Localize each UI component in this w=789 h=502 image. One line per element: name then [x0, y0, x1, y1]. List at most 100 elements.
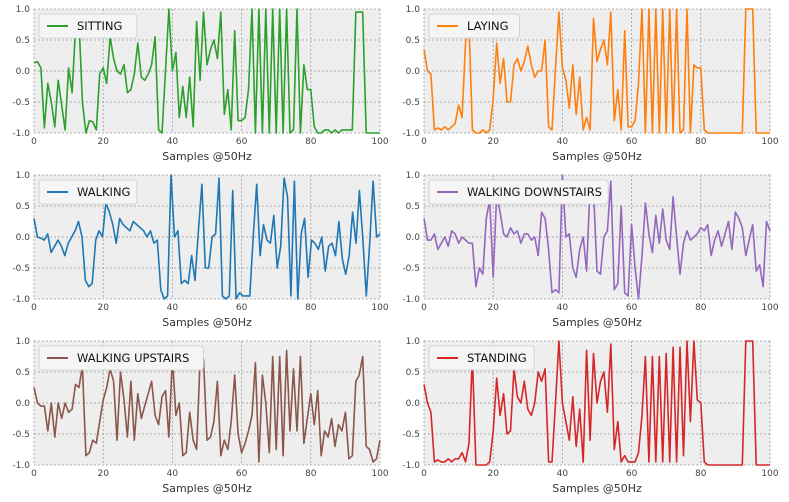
y-tick-label: -0.5	[402, 98, 420, 108]
x-tick-label: 40	[557, 469, 569, 479]
x-tick-label: 60	[236, 469, 248, 479]
legend: STANDING	[428, 345, 535, 371]
y-tick-label: 0.5	[406, 202, 420, 212]
x-tick-label: 20	[487, 469, 499, 479]
y-tick-label: -1.0	[12, 461, 30, 471]
x-tick-label: 40	[167, 303, 179, 313]
x-tick-label: 80	[305, 469, 317, 479]
x-tick-label: 0	[31, 137, 37, 147]
chart-panel: 0 20 40 60 80 100 -1.0 -0.5 0.0 0.5 1.0 Samples @50…	[402, 5, 778, 163]
x-tick-label: 20	[487, 303, 499, 313]
chart-panel: 0 20 40 60 80 100 -1.0 -0.5 0.0 0.5 1.0 Samples @50…	[402, 171, 778, 329]
legend: LAYING	[428, 13, 520, 39]
x-tick-label: 60	[626, 137, 638, 147]
x-tick-label: 40	[557, 137, 569, 147]
legend: WALKING DOWNSTAIRS	[428, 179, 609, 205]
x-tick-label: 0	[31, 469, 37, 479]
x-tick-label: 60	[236, 137, 248, 147]
x-axis-label: Samples @50Hz	[552, 482, 642, 495]
legend-label: WALKING DOWNSTAIRS	[467, 185, 602, 199]
legend-label: STANDING	[467, 351, 527, 365]
series-line	[423, 174, 771, 300]
y-tick-label: -1.0	[12, 295, 30, 305]
x-tick-label: 0	[421, 137, 427, 147]
x-axis-label: Samples @50Hz	[552, 316, 642, 329]
x-tick-label: 100	[371, 303, 388, 313]
chart-panel: 0 20 40 60 80 100 -1.0 -0.5 0.0 0.5 1.0 Samples @50…	[402, 337, 778, 495]
legend-box	[38, 13, 138, 39]
x-axis-label: Samples @50Hz	[162, 150, 252, 163]
legend: WALKING UPSTAIRS	[38, 345, 204, 371]
x-axis-label: Samples @50Hz	[552, 150, 642, 163]
legend: WALKING	[38, 179, 138, 205]
x-axis-label: Samples @50Hz	[162, 316, 252, 329]
legend-box	[428, 179, 609, 205]
y-tick-label: 0.0	[16, 67, 31, 77]
x-axis-label: Samples @50Hz	[162, 482, 252, 495]
y-tick-label: 0.5	[406, 368, 420, 378]
x-tick-label: 80	[695, 303, 707, 313]
x-tick-label: 100	[371, 137, 388, 147]
y-tick-label: 0.0	[406, 67, 421, 77]
x-tick-label: 40	[167, 469, 179, 479]
y-tick-label: -1.0	[402, 461, 420, 471]
x-tick-label: 80	[305, 137, 317, 147]
y-tick-label: -0.5	[402, 264, 420, 274]
x-tick-label: 60	[626, 469, 638, 479]
y-tick-label: 0.5	[16, 202, 30, 212]
series-line	[423, 340, 770, 466]
y-tick-label: 1.0	[16, 5, 31, 15]
y-tick-label: 0.0	[16, 233, 31, 243]
legend-box	[428, 13, 520, 39]
legend: SITTING	[38, 13, 138, 39]
x-tick-label: 0	[31, 303, 37, 313]
y-tick-label: 0.5	[406, 36, 420, 46]
legend-box	[38, 345, 204, 371]
x-tick-label: 60	[236, 303, 248, 313]
x-tick-label: 80	[695, 137, 707, 147]
legend-box	[428, 345, 535, 371]
y-tick-label: -0.5	[12, 430, 30, 440]
x-tick-label: 80	[305, 303, 317, 313]
x-tick-label: 0	[421, 303, 427, 313]
legend-label: WALKING	[77, 185, 130, 199]
legend-box	[38, 179, 138, 205]
y-tick-label: 1.0	[16, 171, 31, 181]
series-line	[33, 349, 381, 463]
x-tick-label: 20	[487, 137, 499, 147]
x-tick-label: 40	[557, 303, 569, 313]
x-tick-label: 100	[371, 469, 388, 479]
y-tick-label: -0.5	[12, 98, 30, 108]
y-tick-label: -1.0	[402, 295, 420, 305]
x-tick-label: 80	[695, 469, 707, 479]
series-line	[423, 8, 770, 134]
x-tick-label: 20	[97, 469, 109, 479]
y-tick-label: -1.0	[12, 129, 30, 139]
x-tick-label: 20	[97, 303, 109, 313]
legend-label: LAYING	[467, 19, 509, 33]
x-tick-label: 100	[761, 137, 778, 147]
y-tick-label: 0.5	[16, 368, 30, 378]
chart-panel: 0 20 40 60 80 100 -1.0 -0.5 0.0 0.5 1.0 Samples @50…	[12, 5, 388, 163]
x-tick-label: 100	[761, 303, 778, 313]
y-tick-label: -0.5	[402, 430, 420, 440]
y-tick-label: 1.0	[406, 171, 421, 181]
x-tick-label: 20	[97, 137, 109, 147]
y-tick-label: 0.0	[16, 399, 31, 409]
y-tick-label: 0.0	[406, 233, 421, 243]
y-tick-label: 1.0	[406, 337, 421, 347]
chart-panel: 0 20 40 60 80 100 -1.0 -0.5 0.0 0.5 1.0 Samples @50…	[12, 337, 388, 495]
y-tick-label: 1.0	[406, 5, 421, 15]
y-tick-label: 0.5	[16, 36, 30, 46]
legend-label: WALKING UPSTAIRS	[77, 351, 189, 365]
x-tick-label: 60	[626, 303, 638, 313]
series-line	[33, 174, 381, 300]
x-tick-label: 100	[761, 469, 778, 479]
x-tick-label: 40	[167, 137, 179, 147]
legend-label: SITTING	[77, 19, 122, 33]
y-tick-label: -0.5	[12, 264, 30, 274]
chart-panel: 0 20 40 60 80 100 -1.0 -0.5 0.0 0.5 1.0 Samples @50…	[12, 171, 388, 329]
y-tick-label: -1.0	[402, 129, 420, 139]
y-tick-label: 0.0	[406, 399, 421, 409]
